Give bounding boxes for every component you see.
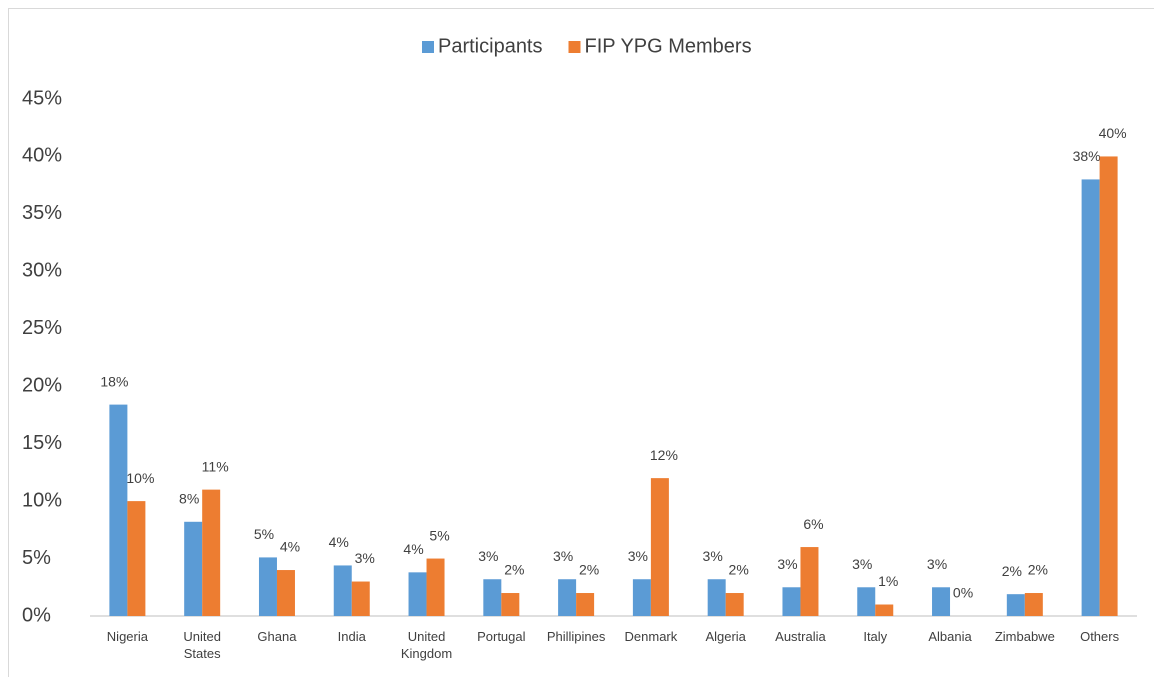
data-label: 2%	[729, 562, 749, 578]
data-label: 18%	[100, 373, 128, 389]
bar	[276, 570, 295, 616]
x-tick-label: United Kingdom	[400, 629, 453, 661]
bar	[1024, 593, 1043, 616]
bar	[1081, 179, 1100, 616]
data-label: 3%	[852, 556, 872, 572]
data-label: 40%	[1099, 125, 1127, 141]
data-label: 12%	[650, 447, 678, 463]
x-tick-label: Albania	[928, 629, 972, 644]
bar	[258, 557, 277, 616]
y-tick-label: 30%	[22, 260, 62, 282]
bar	[707, 579, 726, 616]
data-label: 11%	[202, 458, 229, 474]
legend-swatch	[568, 41, 581, 53]
data-label: 10%	[126, 470, 154, 486]
y-tick-label: 40%	[22, 145, 62, 167]
bar	[127, 501, 146, 616]
data-label: 2%	[504, 562, 524, 578]
bar	[800, 547, 819, 616]
bar	[501, 593, 520, 616]
data-label: 3%	[927, 556, 947, 572]
data-label: 6%	[803, 516, 823, 532]
x-tick-label: Italy	[863, 629, 888, 644]
y-tick-label: 0%	[22, 604, 51, 626]
data-label: 2%	[579, 562, 599, 578]
data-label: 3%	[777, 556, 797, 572]
data-label: 4%	[280, 539, 300, 555]
bar	[1099, 156, 1118, 616]
legend-label: FIP YPG Members	[585, 35, 752, 57]
y-tick-label: 20%	[22, 375, 62, 397]
x-tick-label: India	[337, 629, 366, 644]
legend-swatch	[422, 41, 434, 53]
bar	[483, 579, 502, 616]
y-tick-label: 10%	[22, 489, 62, 511]
bar	[932, 587, 951, 616]
data-label: 3%	[478, 548, 498, 564]
bar	[333, 565, 352, 616]
bar	[875, 604, 894, 616]
bar	[1006, 594, 1025, 616]
x-tick-label: United States	[183, 629, 221, 661]
bar	[408, 572, 427, 616]
x-tick-label: Zimbabwe	[994, 629, 1055, 644]
bar	[650, 478, 669, 616]
data-label: 0%	[953, 585, 973, 601]
data-label: 2%	[1002, 563, 1022, 579]
bar	[426, 558, 445, 616]
bar	[632, 579, 651, 616]
data-label: 5%	[254, 526, 274, 542]
x-tick-label: Ghana	[257, 629, 297, 644]
bar	[109, 404, 128, 616]
y-tick-label: 5%	[22, 547, 51, 569]
bar	[351, 581, 370, 616]
x-tick-label: Portugal	[477, 629, 526, 644]
bar	[558, 579, 577, 616]
bar	[857, 587, 876, 616]
bar	[725, 593, 744, 616]
y-tick-label: 45%	[22, 87, 62, 109]
y-tick-label: 35%	[22, 202, 62, 224]
data-label: 8%	[179, 490, 199, 506]
data-label: 3%	[628, 548, 648, 564]
data-label: 3%	[553, 548, 573, 564]
bar	[576, 593, 595, 616]
data-label: 3%	[703, 548, 723, 564]
data-label: 5%	[429, 527, 449, 543]
y-tick-label: 15%	[22, 432, 62, 454]
legend-label: Participants	[438, 35, 543, 57]
bar	[202, 489, 221, 616]
chart-border	[8, 8, 1154, 677]
data-label: 4%	[329, 534, 349, 550]
data-label: 1%	[878, 573, 898, 589]
data-label: 2%	[1028, 562, 1048, 578]
x-tick-label: Phillipines	[546, 629, 606, 644]
x-tick-label: Australia	[775, 629, 826, 644]
bar	[184, 521, 203, 616]
data-label: 4%	[403, 541, 423, 557]
bar	[782, 587, 801, 616]
data-label: 38%	[1073, 148, 1101, 164]
data-label: 3%	[355, 550, 375, 566]
x-tick-label: Denmark	[624, 629, 678, 644]
x-tick-label: Nigeria	[106, 629, 148, 644]
x-tick-label: Others	[1080, 629, 1120, 644]
y-tick-label: 25%	[22, 317, 62, 339]
x-tick-label: Algeria	[705, 629, 746, 644]
